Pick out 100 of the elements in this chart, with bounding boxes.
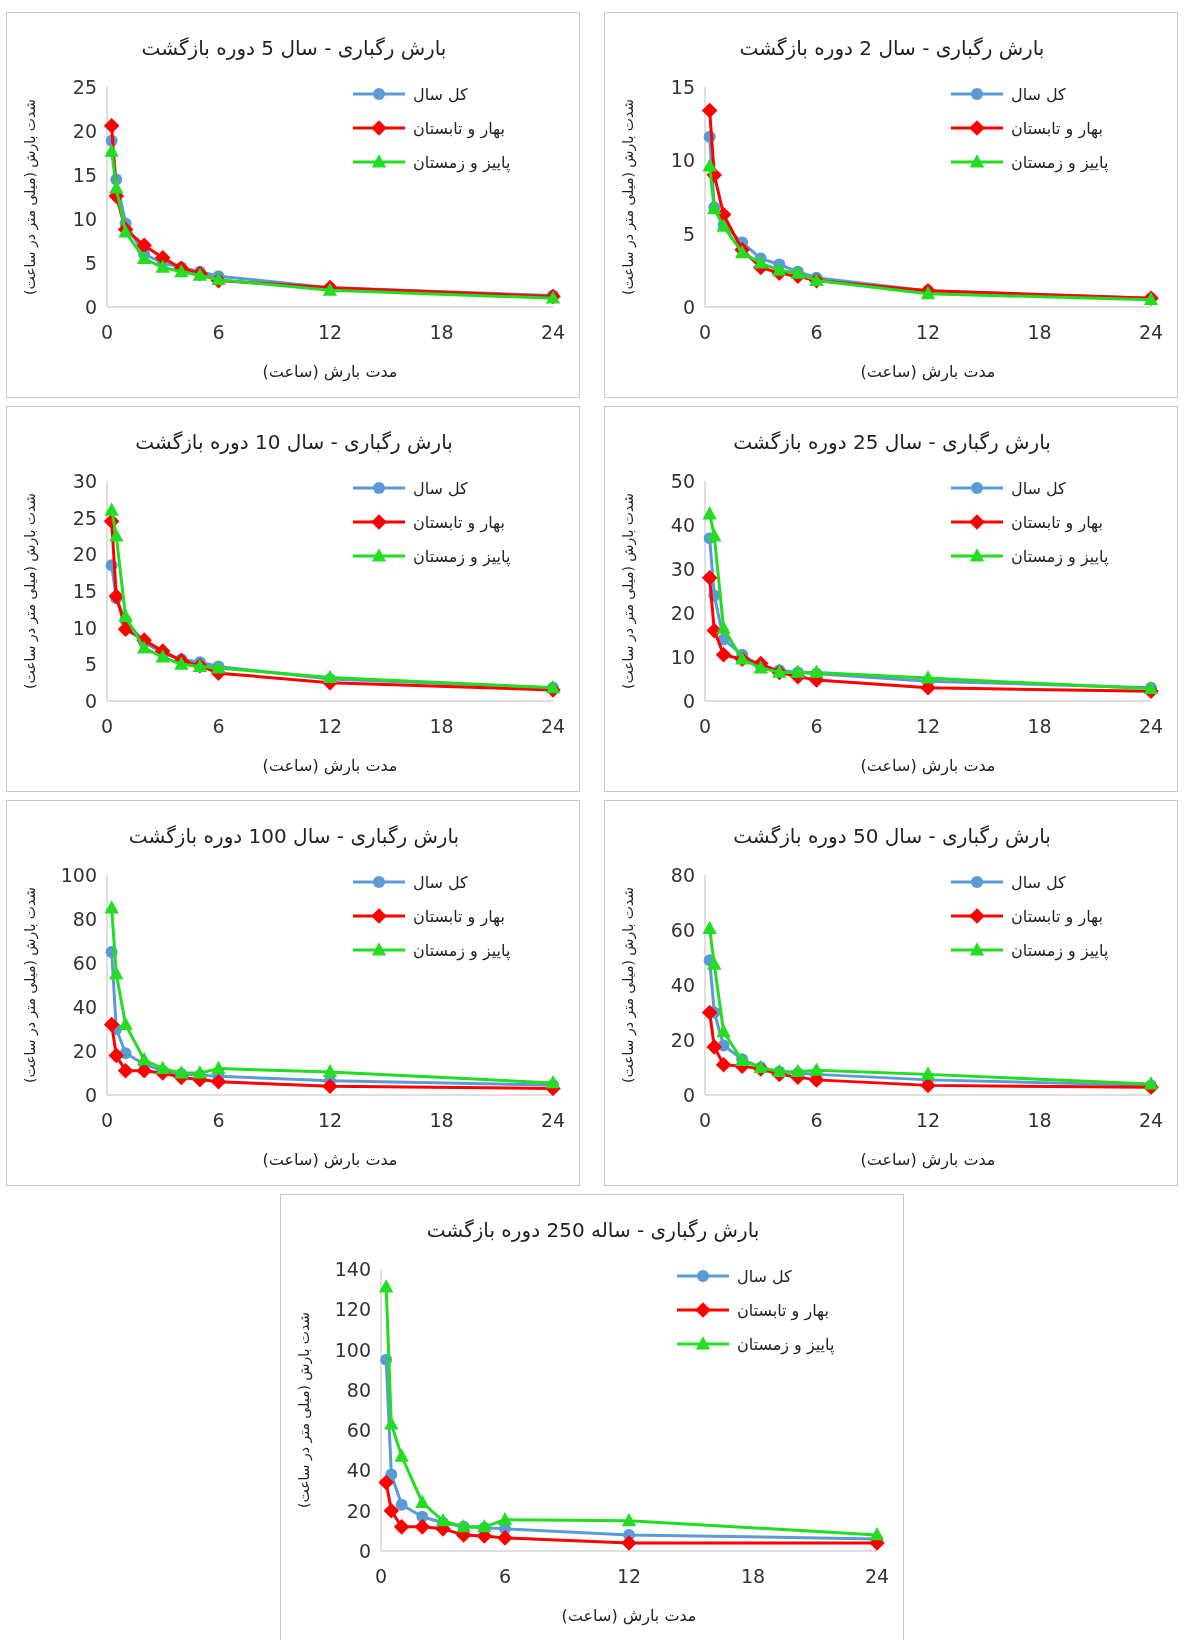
legend-label: پاییز و زمستان bbox=[413, 153, 511, 173]
y-axis-title: شدت بارش (میلی متر در ساعت) bbox=[22, 492, 39, 690]
y-tick-label: 50 bbox=[670, 470, 695, 492]
legend-label: بهار و تابستان bbox=[413, 907, 505, 927]
point bbox=[211, 1060, 226, 1074]
x-tick-label: 12 bbox=[317, 1109, 343, 1131]
point bbox=[716, 620, 731, 634]
chart-title: بارش رگباری - سال 2 دوره بازگشت bbox=[739, 36, 1045, 60]
point bbox=[869, 1527, 885, 1541]
y-tick-label: 5 bbox=[682, 222, 695, 245]
point bbox=[920, 1077, 936, 1094]
y-tick-label: 60 bbox=[670, 919, 695, 941]
point bbox=[192, 1065, 208, 1079]
x-tick-label: 24 bbox=[540, 321, 566, 343]
point bbox=[395, 1498, 408, 1511]
legend-label: بهار و تابستان bbox=[413, 119, 505, 139]
x-tick-label: 24 bbox=[540, 1109, 566, 1131]
point bbox=[715, 1056, 732, 1073]
point bbox=[772, 262, 787, 276]
point bbox=[707, 528, 722, 542]
point bbox=[702, 920, 717, 935]
point bbox=[393, 1519, 410, 1535]
y-tick-label: 30 bbox=[670, 558, 695, 580]
chart-title: بارش رگباری - سال 100 دوره بازگشت bbox=[128, 824, 460, 848]
y-tick-label: 80 bbox=[670, 864, 695, 886]
y-axis-title: شدت بارش (میلی متر در ساعت) bbox=[22, 886, 39, 1084]
point bbox=[753, 255, 768, 269]
point bbox=[103, 1016, 120, 1033]
x-axis-title: مدت بارش (ساعت) bbox=[561, 1606, 697, 1626]
point bbox=[210, 1074, 227, 1090]
y-tick-label: 15 bbox=[72, 164, 97, 186]
x-tick-label: 0 bbox=[100, 321, 114, 343]
chart-title: بارش رگباری - سال 50 دوره بازگشت bbox=[733, 824, 1051, 848]
point bbox=[621, 1512, 637, 1527]
y-tick-label: 15 bbox=[72, 580, 97, 602]
x-tick-label: 18 bbox=[1027, 1109, 1052, 1131]
legend-label: پاییز و زمستان bbox=[737, 1335, 835, 1355]
point bbox=[117, 621, 134, 637]
y-tick-label: 0 bbox=[358, 1540, 371, 1562]
x-tick-label: 12 bbox=[616, 1565, 642, 1587]
y-tick-label: 0 bbox=[682, 1084, 695, 1106]
legend-label: پاییز و زمستان bbox=[1011, 547, 1109, 567]
point bbox=[920, 1066, 936, 1080]
y-tick-label: 80 bbox=[72, 908, 97, 930]
x-tick-label: 18 bbox=[1027, 715, 1052, 737]
x-tick-label: 6 bbox=[810, 321, 823, 343]
x-tick-label: 6 bbox=[810, 715, 823, 737]
point bbox=[109, 528, 124, 542]
point bbox=[394, 1448, 409, 1462]
x-tick-label: 0 bbox=[698, 321, 712, 343]
y-tick-label: 40 bbox=[346, 1459, 371, 1482]
point bbox=[136, 640, 152, 654]
legend-label: بهار و تابستان bbox=[1011, 119, 1103, 139]
legend-label: پاییز و زمستان bbox=[1011, 941, 1109, 961]
x-tick-label: 0 bbox=[698, 715, 712, 737]
y-tick-label: 20 bbox=[670, 602, 695, 624]
y-tick-label: 140 bbox=[334, 1258, 371, 1280]
x-tick-label: 0 bbox=[100, 715, 114, 737]
y-tick-label: 5 bbox=[84, 252, 97, 274]
legend-label: کل سال bbox=[1011, 479, 1067, 498]
point bbox=[621, 1535, 637, 1551]
point bbox=[545, 1075, 561, 1089]
point bbox=[383, 1502, 400, 1519]
y-tick-label: 0 bbox=[84, 690, 97, 712]
legend-label: بهار و تابستان bbox=[413, 513, 505, 533]
point bbox=[109, 180, 124, 194]
x-tick-label: 24 bbox=[1138, 1109, 1164, 1131]
y-tick-label: 100 bbox=[334, 1338, 371, 1361]
y-tick-label: 0 bbox=[682, 296, 695, 318]
x-tick-label: 0 bbox=[100, 1109, 114, 1131]
legend-label: کل سال bbox=[1011, 85, 1067, 104]
x-axis-title: مدت بارش (ساعت) bbox=[860, 756, 996, 776]
legend-label: کل سال bbox=[413, 873, 469, 892]
point bbox=[378, 1279, 394, 1293]
legend-label: بهار و تابستان bbox=[737, 1301, 829, 1321]
x-axis-title: مدت بارش (ساعت) bbox=[262, 362, 398, 382]
point bbox=[155, 259, 170, 273]
x-tick-label: 6 bbox=[212, 715, 225, 737]
x-tick-label: 24 bbox=[1138, 321, 1164, 343]
point bbox=[414, 1519, 431, 1535]
y-tick-label: 20 bbox=[72, 1040, 97, 1062]
y-axis-title: شدت بارش (میلی متر در ساعت) bbox=[22, 98, 39, 296]
point bbox=[104, 502, 119, 516]
x-axis-title: مدت بارش (ساعت) bbox=[860, 1150, 996, 1170]
point bbox=[702, 506, 717, 520]
x-tick-label: 12 bbox=[915, 715, 941, 737]
chart-title: بارش رگباری - سال 10 دوره بازگشت bbox=[135, 430, 453, 454]
point bbox=[136, 1052, 152, 1066]
point bbox=[701, 570, 718, 586]
point bbox=[384, 1416, 399, 1430]
y-tick-label: 10 bbox=[72, 208, 97, 230]
y-tick-label: 10 bbox=[670, 646, 695, 668]
point bbox=[136, 237, 152, 254]
x-tick-label: 6 bbox=[498, 1565, 512, 1587]
y-tick-label: 20 bbox=[72, 543, 97, 566]
point bbox=[497, 1511, 513, 1526]
x-tick-label: 24 bbox=[864, 1565, 890, 1587]
point bbox=[809, 1062, 824, 1076]
point bbox=[497, 1530, 513, 1546]
y-tick-label: 60 bbox=[346, 1419, 371, 1442]
